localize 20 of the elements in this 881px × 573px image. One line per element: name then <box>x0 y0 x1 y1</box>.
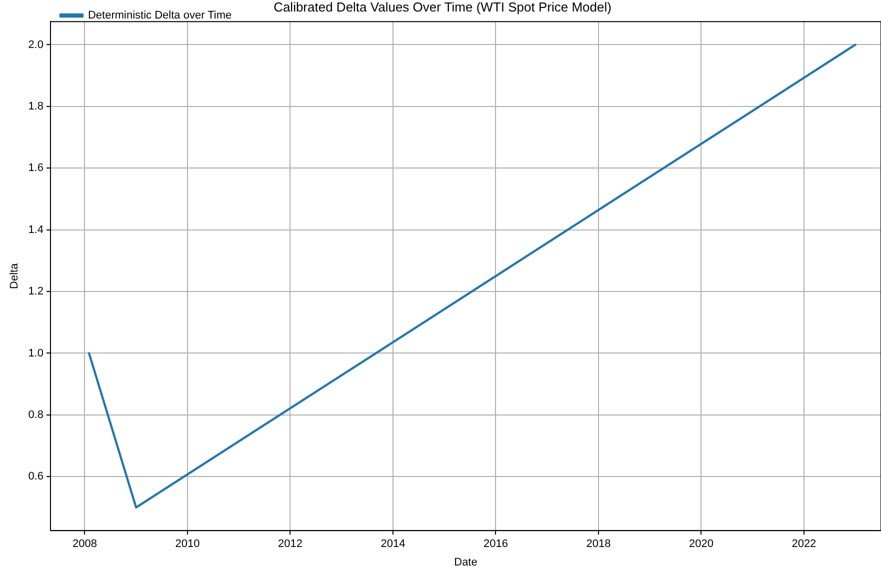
y-axis-title: Delta <box>8 262 21 289</box>
y-tick-label: 1.4 <box>28 224 44 236</box>
y-tick-label: 1.8 <box>28 100 44 112</box>
x-tick-label: 2018 <box>586 538 611 550</box>
x-tick-label: 2012 <box>278 538 302 550</box>
x-tick-label: 2016 <box>483 538 508 550</box>
legend-label: Deterministic Delta over Time <box>88 10 232 22</box>
x-tick-label: 2022 <box>792 538 816 550</box>
y-tick-label: 2.0 <box>28 38 44 51</box>
chart-title: Calibrated Delta Values Over Time (WTI Spot Price Model) <box>274 0 612 14</box>
x-tick-label: 2014 <box>380 538 406 550</box>
x-axis-title: Date <box>454 556 478 568</box>
y-tick-label: 1.0 <box>28 347 44 360</box>
x-tick-label: 2008 <box>72 538 97 550</box>
y-tick-label: 0.6 <box>28 470 44 483</box>
x-tick-label: 2010 <box>175 538 200 550</box>
y-tick-label: 1.2 <box>28 286 44 298</box>
y-tick-label: 1.6 <box>28 162 44 174</box>
x-tick-label: 2020 <box>688 538 714 550</box>
y-tick-label: 0.8 <box>28 408 44 421</box>
